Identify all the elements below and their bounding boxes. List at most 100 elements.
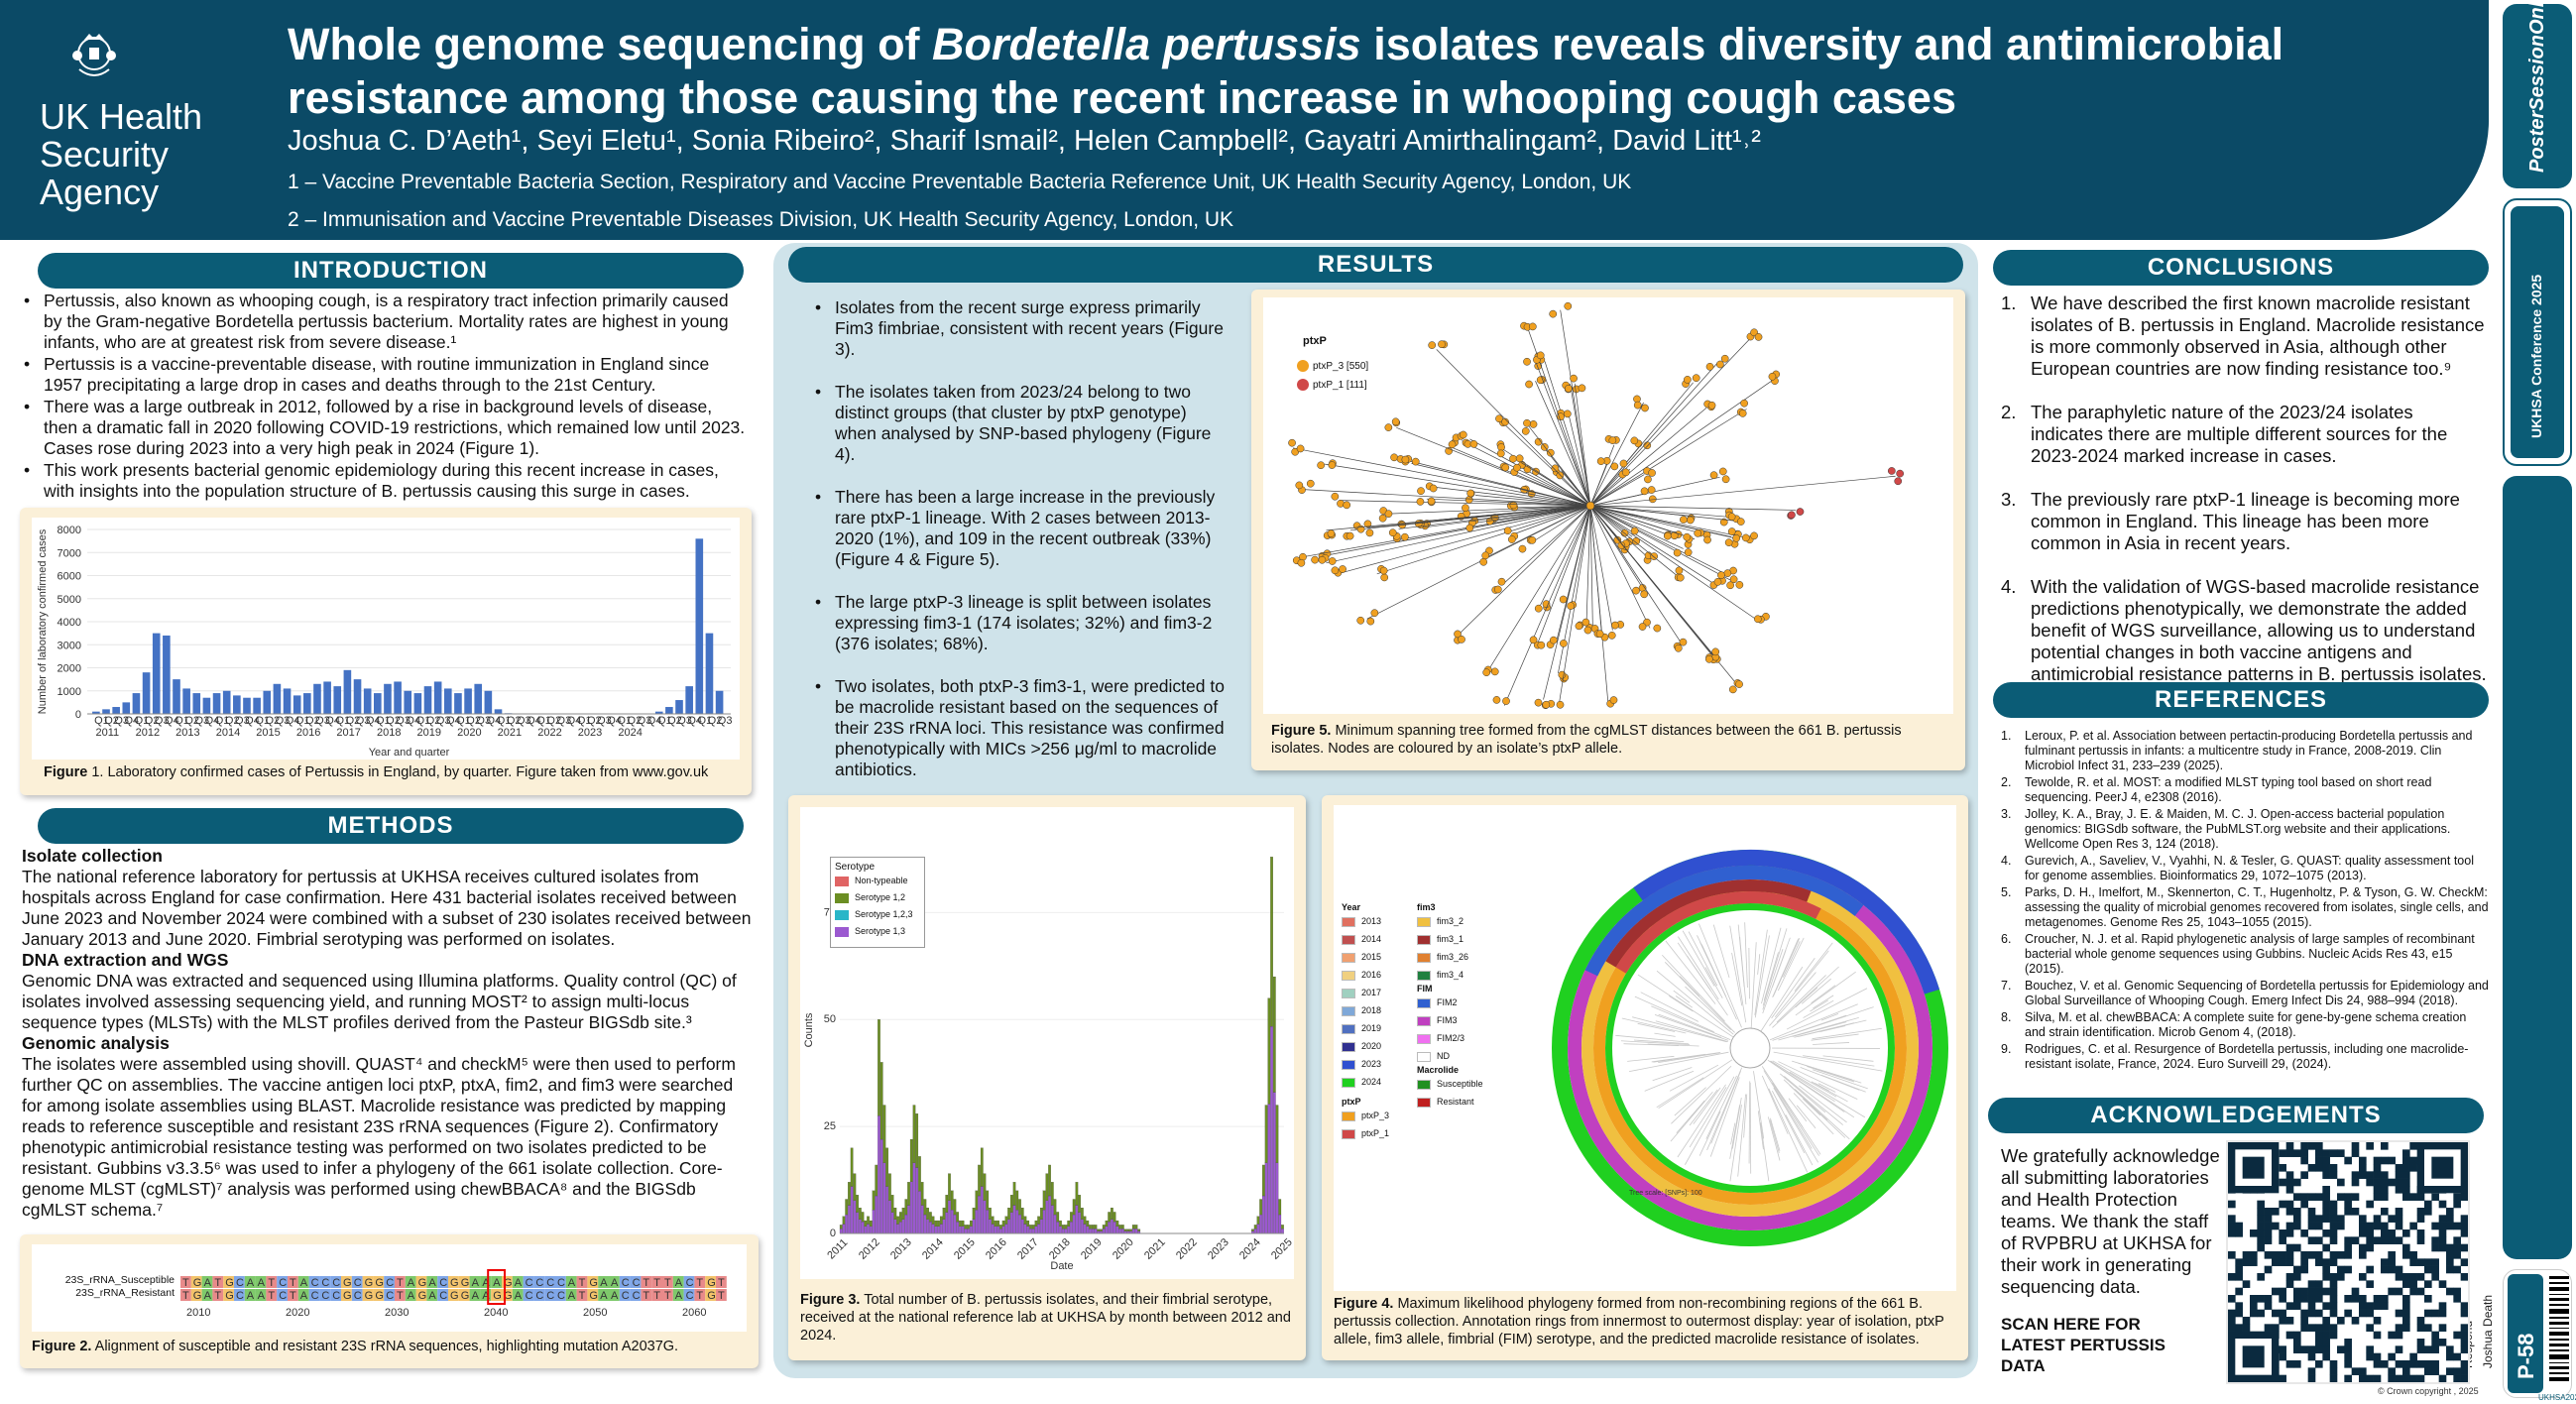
tree-branch xyxy=(1654,1032,1676,1037)
year-tick-label: 2015 xyxy=(256,727,280,739)
poster-session-badge[interactable]: PosterSessionOnline xyxy=(2503,0,2572,188)
qr-module xyxy=(2344,1243,2352,1252)
qr-module xyxy=(2395,1215,2403,1223)
qr-module xyxy=(2381,1156,2389,1165)
tree-node xyxy=(1632,536,1640,545)
figure-1-bar-chart: 010002000300040005000600070008000Q1Q2Q3Q… xyxy=(37,525,732,759)
nucleotide-cell xyxy=(469,1276,481,1288)
qr-module xyxy=(2257,1273,2265,1281)
tree-edge xyxy=(1585,505,1591,626)
tree-node xyxy=(1581,618,1590,627)
copyright: © Crown copyright , 2025 xyxy=(2378,1386,2479,1396)
bar-segment xyxy=(967,1225,970,1229)
bar-segment xyxy=(999,1228,1002,1234)
org-name-line: Security xyxy=(40,134,170,175)
tree-node xyxy=(1640,590,1649,599)
nucleotide-cell xyxy=(469,1289,481,1301)
legend-swatch xyxy=(835,876,849,886)
tree-node xyxy=(1692,374,1700,383)
bar-segment xyxy=(861,1212,865,1223)
bar-segment xyxy=(972,1208,976,1220)
nucleotide-cell xyxy=(694,1289,706,1301)
nucleotide-cell xyxy=(223,1289,234,1301)
qr-module xyxy=(2366,1200,2374,1209)
intro-bullet: Pertussis is a vaccine-preventable disea… xyxy=(22,354,751,396)
qr-module xyxy=(2293,1222,2301,1230)
reference-item: 2. Tewolde, R. et al. MOST: a modified ML… xyxy=(2001,775,2489,805)
qr-module xyxy=(2293,1273,2301,1281)
qr-module xyxy=(2329,1374,2338,1383)
tree-edge xyxy=(1487,505,1591,557)
item-number: 8. xyxy=(2001,1010,2012,1024)
poster-id-band xyxy=(2508,1274,2543,1393)
tree-branch xyxy=(1623,1043,1679,1046)
qr-module xyxy=(2300,1229,2308,1237)
bar-segment xyxy=(1004,1216,1008,1225)
quarter-tick-label: Q4 xyxy=(325,715,340,727)
tree-edge xyxy=(1589,475,1896,507)
qr-module xyxy=(2402,1309,2410,1318)
tree-edge xyxy=(1389,505,1591,515)
bar-segment xyxy=(915,1113,919,1168)
legend-label: 2014 xyxy=(1361,934,1382,944)
tree-node xyxy=(1630,436,1639,445)
bar-segment xyxy=(915,1167,919,1234)
legend-item: 2020 xyxy=(1342,1037,1411,1055)
tree-node xyxy=(1676,573,1685,582)
bar xyxy=(675,700,683,714)
bar-segment xyxy=(1272,1092,1276,1234)
qr-module xyxy=(2409,1273,2417,1281)
qr-module xyxy=(2424,1208,2432,1216)
qr-module xyxy=(2453,1374,2461,1383)
reference-text: Tewolde, R. et al. MOST: a modified MLST… xyxy=(2025,775,2432,804)
intro-bullet: This work presents bacterial genomic epi… xyxy=(22,460,751,502)
tree-node xyxy=(1684,548,1693,556)
bar-segment xyxy=(850,1147,854,1187)
legend-label: ptxP_3 [550] xyxy=(1313,361,1369,372)
tree-node xyxy=(1596,457,1605,465)
legend-label: 2013 xyxy=(1361,916,1382,926)
bar-segment xyxy=(991,1224,995,1234)
qr-module xyxy=(2257,1236,2265,1244)
qr-module xyxy=(2272,1222,2280,1230)
bar-segment xyxy=(1137,1228,1141,1231)
tree-edge xyxy=(1589,505,1593,628)
nucleotide-cell xyxy=(255,1289,267,1301)
tree-branch xyxy=(1754,929,1768,1015)
figure-1-chart-area: 0 1000 2000 3000 4000 5000 6000 7000 8000 Q1 Q2 Q3 Q… xyxy=(32,518,740,760)
legend-label: 2019 xyxy=(1361,1023,1382,1033)
qr-module xyxy=(2285,1208,2294,1216)
bar-segment xyxy=(864,1226,868,1234)
legend-label: 2018 xyxy=(1361,1005,1382,1015)
tree-branch xyxy=(1767,1116,1781,1161)
qr-module xyxy=(2431,1346,2439,1353)
nucleotide-label: G xyxy=(375,1277,384,1289)
qr-module xyxy=(2293,1208,2301,1216)
qr-module xyxy=(2359,1229,2367,1237)
nucleotide-cell xyxy=(362,1276,374,1288)
legend-item: 2016 xyxy=(1342,966,1411,984)
bar-segment xyxy=(885,1147,888,1187)
qr-module xyxy=(2460,1243,2469,1252)
qr-module xyxy=(2366,1352,2374,1361)
qr-module xyxy=(2460,1331,2469,1340)
nucleotide-label: C xyxy=(546,1277,554,1289)
nucleotide-label: A xyxy=(515,1290,523,1302)
conclusion-item: 1. We have described the first known macr… xyxy=(2001,292,2489,380)
tree-branch xyxy=(1812,1027,1882,1040)
bar-segment xyxy=(939,1224,943,1234)
bar-segment xyxy=(859,1219,862,1234)
intro-bullet: Pertussis, also known as whooping cough,… xyxy=(22,291,751,353)
nucleotide-cell xyxy=(555,1289,566,1301)
barcode-icon xyxy=(2549,1276,2569,1381)
qr-module xyxy=(2409,1374,2417,1383)
qr-module xyxy=(2351,1193,2360,1201)
legend-macrolide-list: Susceptible Resistant xyxy=(1417,1075,1500,1111)
tree-edge xyxy=(1427,486,1591,507)
x-axis-label: Date xyxy=(1050,1260,1073,1272)
nucleotide-label: G xyxy=(450,1277,459,1289)
qr-code[interactable] xyxy=(2226,1140,2470,1384)
results-text: Isolates from the recent surge express p… xyxy=(813,297,1229,781)
quarter-tick-label: Q1 xyxy=(497,715,512,727)
nucleotide-cell xyxy=(672,1289,684,1301)
